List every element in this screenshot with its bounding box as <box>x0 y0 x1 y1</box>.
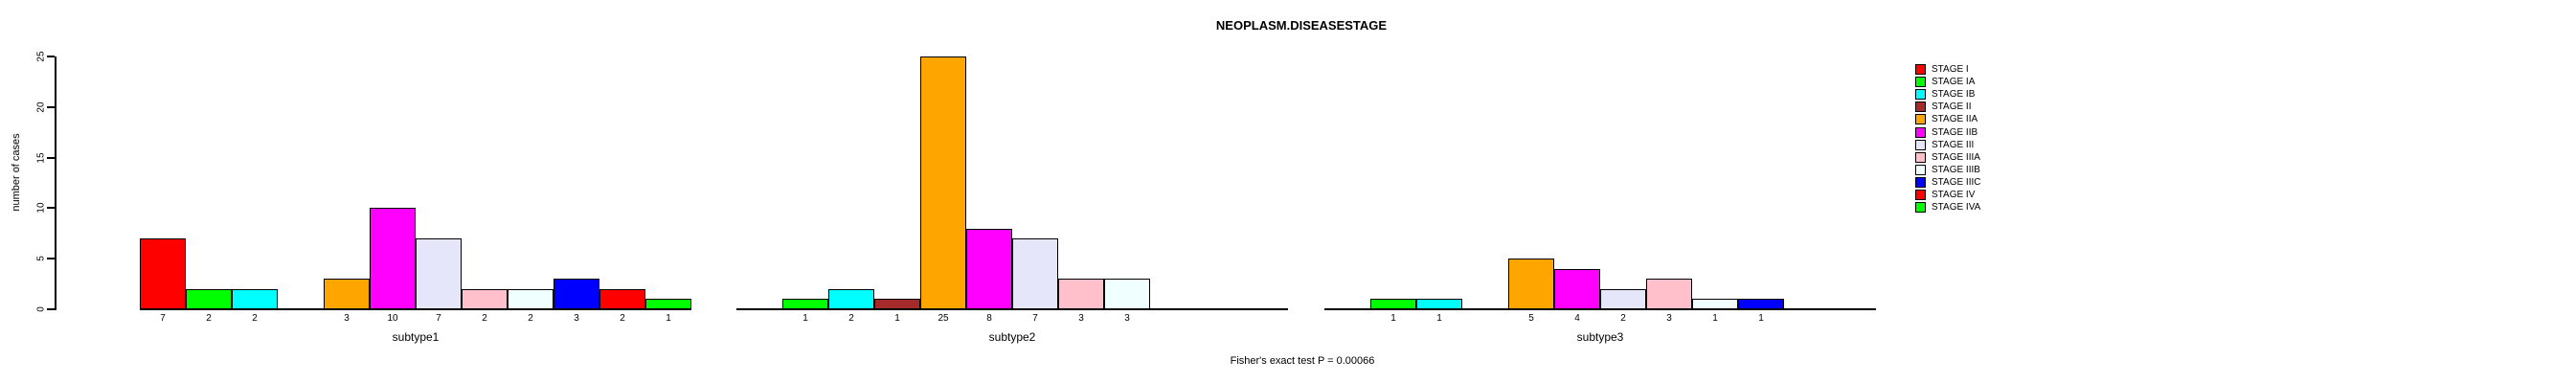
bar-subtype1-stage-i <box>140 238 186 309</box>
y-tick <box>47 156 55 159</box>
legend-label: STAGE IIIB <box>1932 164 1980 175</box>
legend-swatch-stage-iva <box>1915 202 1926 214</box>
legend-swatch-stage-ii <box>1915 101 1926 113</box>
bar-value-label: 1 <box>1758 313 1764 324</box>
bar-value-label: 1 <box>802 313 808 324</box>
legend-label: STAGE IV <box>1932 190 1976 200</box>
bar-subtype2-stage-ii <box>874 299 920 309</box>
bar-value-label: 10 <box>387 313 398 324</box>
y-axis-line <box>55 56 56 310</box>
bar-value-label: 3 <box>1078 313 1084 324</box>
bar-subtype2-stage-ia <box>782 299 828 309</box>
legend-swatch-stage-iib <box>1915 126 1926 138</box>
legend-label: STAGE IB <box>1932 89 1976 101</box>
legend-label: STAGE I <box>1932 64 1969 75</box>
bar-subtype2-stage-iib <box>966 229 1012 309</box>
bar-value-label: 3 <box>574 313 579 324</box>
bar-value-label: 3 <box>1666 313 1672 324</box>
bar-subtype3-stage-iiia <box>1646 279 1692 309</box>
x-axis-line-subtype3 <box>1324 308 1876 310</box>
legend-swatch-stage-iia <box>1915 114 1926 125</box>
bar-subtype2-stage-iia <box>920 56 966 309</box>
legend-label: STAGE IIA <box>1932 114 1978 125</box>
legend-label: STAGE IA <box>1932 77 1976 88</box>
legend-label: STAGE IIIA <box>1932 151 1980 163</box>
y-tick <box>47 258 55 260</box>
legend-swatch-stage-i <box>1915 64 1926 75</box>
legend-swatch-stage-iii <box>1915 139 1926 150</box>
bar-subtype1-stage-ib <box>232 289 278 309</box>
bar-value-label: 1 <box>1390 313 1396 324</box>
bar-subtype2-stage-iiib <box>1104 279 1150 309</box>
y-tick <box>47 207 55 210</box>
bar-subtype1-stage-iva <box>645 299 691 309</box>
bar-value-label: 3 <box>344 313 350 324</box>
bar-value-label: 7 <box>160 313 166 324</box>
bar-value-label: 2 <box>620 313 625 324</box>
bar-value-label: 2 <box>482 313 487 324</box>
chart-title: NEOPLASM.DISEASESTAGE <box>1215 18 1388 33</box>
bar-subtype1-stage-iiia <box>462 289 508 309</box>
legend-label: STAGE II <box>1932 101 1972 113</box>
bar-subtype3-stage-ia <box>1370 299 1416 309</box>
bar-value-label: 8 <box>986 313 992 324</box>
bar-subtype3-stage-iia <box>1508 259 1554 309</box>
bar-subtype1-stage-iv <box>599 289 645 309</box>
bar-subtype2-stage-iiia <box>1058 279 1104 309</box>
bar-value-label: 1 <box>1712 313 1718 324</box>
bar-value-label: 4 <box>1574 313 1580 324</box>
bar-subtype1-stage-ia <box>186 289 232 309</box>
bar-subtype3-stage-iiib <box>1692 299 1738 309</box>
fisher-test-annotation: Fisher's exact test P = 0.00066 <box>1230 355 1375 367</box>
bar-value-label: 2 <box>528 313 533 324</box>
y-tick <box>47 308 55 310</box>
bar-subtype3-stage-iib <box>1554 269 1600 309</box>
bar-value-label: 25 <box>938 313 949 324</box>
bar-value-label: 1 <box>666 313 671 324</box>
legend-label: STAGE III <box>1932 139 1975 150</box>
bar-subtype3-stage-ib <box>1416 299 1462 309</box>
legend-swatch-stage-ib <box>1915 89 1926 101</box>
legend-label: STAGE IIB <box>1932 126 1978 138</box>
bar-value-label: 2 <box>252 313 258 324</box>
bar-subtype3-stage-iii <box>1600 289 1646 309</box>
y-tick <box>47 56 55 57</box>
legend-swatch-stage-iv <box>1915 190 1926 200</box>
bar-value-label: 2 <box>848 313 854 324</box>
bar-value-label: 1 <box>1436 313 1442 324</box>
bar-value-label: 1 <box>894 313 900 324</box>
bar-value-label: 7 <box>1032 313 1038 324</box>
bar-subtype1-stage-iii <box>416 238 462 309</box>
bar-value-label: 2 <box>206 313 212 324</box>
legend-swatch-stage-ia <box>1915 77 1926 88</box>
panel-label-subtype1: subtype1 <box>392 330 440 344</box>
panel-label-subtype3: subtype3 <box>1576 330 1624 344</box>
bar-subtype3-stage-iiic <box>1738 299 1784 309</box>
y-tick <box>47 105 55 108</box>
bar-subtype1-stage-iiib <box>508 289 554 309</box>
legend-label: STAGE IIIC <box>1932 176 1981 188</box>
legend-swatch-stage-iiib <box>1915 164 1926 175</box>
legend-label: STAGE IVA <box>1932 202 1981 214</box>
bar-value-label: 5 <box>1528 313 1534 324</box>
x-axis-line-subtype2 <box>736 308 1288 310</box>
bar-value-label: 7 <box>436 313 441 324</box>
bar-subtype2-stage-ib <box>828 289 874 309</box>
legend-swatch-stage-iiic <box>1915 176 1926 188</box>
legend-swatch-stage-iiia <box>1915 151 1926 163</box>
bar-subtype1-stage-iia <box>324 279 370 309</box>
bar-subtype2-stage-iii <box>1012 238 1058 309</box>
bar-value-label: 2 <box>1620 313 1626 324</box>
bar-subtype1-stage-iib <box>370 208 416 309</box>
x-axis-line-subtype1 <box>140 308 691 310</box>
bar-value-label: 3 <box>1124 313 1130 324</box>
panel-label-subtype2: subtype2 <box>988 330 1036 344</box>
bar-subtype1-stage-iiic <box>554 279 599 309</box>
